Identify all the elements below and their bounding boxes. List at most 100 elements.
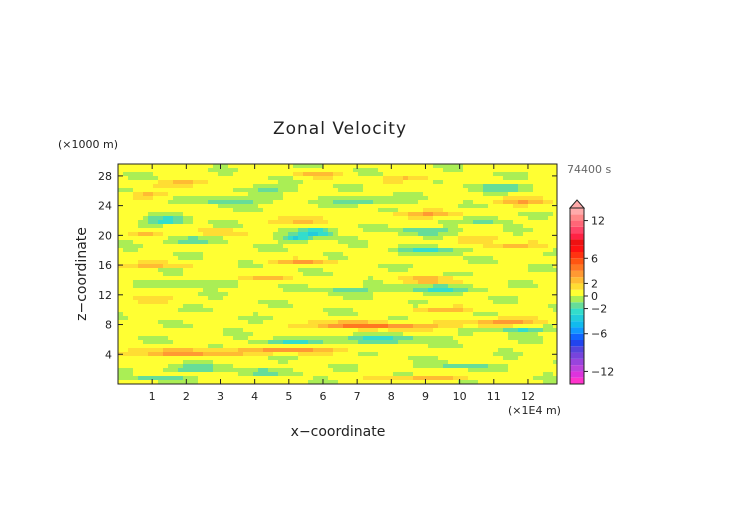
field-cell [493,272,499,277]
field-cell [238,192,244,197]
field-cell [283,248,289,253]
field-cell [433,248,439,253]
field-cell [238,380,244,384]
field-cell [293,164,299,169]
field-cell [413,312,419,317]
field-cell [513,312,519,317]
field-cell [373,344,379,349]
field-cell [548,324,554,329]
field-cell [228,180,234,185]
field-cell [508,372,514,377]
field-cell [333,336,339,341]
field-cell [453,240,459,245]
field-cell [533,200,539,205]
field-cell [423,332,429,337]
field-cell [228,172,234,177]
field-cell [468,380,474,384]
field-cell [463,292,469,297]
field-cell [458,228,464,233]
field-cell [203,360,209,365]
field-cell [463,176,469,181]
field-cell [458,212,464,217]
field-cell [293,260,299,265]
field-cell [128,276,134,281]
field-cell [213,192,219,197]
field-cell [398,336,404,341]
field-cell [508,332,514,337]
field-cell [273,280,279,285]
field-cell [428,368,434,373]
field-cell [293,252,299,257]
field-cell [288,180,294,185]
field-cell [413,248,419,253]
field-cell [253,208,259,213]
field-cell [358,328,364,333]
field-cell [313,200,319,205]
field-cell [538,284,544,289]
field-cell [478,196,484,201]
field-cell [443,260,449,265]
field-cell [248,320,254,325]
field-cell [393,308,399,313]
field-cell [198,336,204,341]
field-cell [518,284,524,289]
field-cell [308,200,314,205]
field-cell [418,192,424,197]
field-cell [143,192,149,197]
field-cell [203,340,209,345]
field-cell [138,356,144,361]
field-cell [178,212,184,217]
field-cell [533,196,539,201]
field-cell [168,268,174,273]
field-cell [278,372,284,377]
field-cell [298,256,304,261]
field-cell [123,208,129,213]
field-cell [173,364,179,369]
field-cell [308,288,314,293]
field-cell [178,352,184,357]
field-cell [303,180,309,185]
field-cell [203,288,209,293]
field-cell [323,220,329,225]
field-cell [328,340,334,345]
field-cell [133,188,139,193]
field-cell [248,264,254,269]
field-cell [223,368,229,373]
field-cell [493,276,499,281]
field-cell [428,292,434,297]
field-cell [273,212,279,217]
field-cell [168,208,174,213]
field-cell [158,184,164,189]
field-cell [203,172,209,177]
field-cell [238,336,244,341]
field-cell [458,304,464,309]
field-cell [553,332,557,337]
field-cell [203,324,209,329]
field-cell [253,180,259,185]
field-cell [223,256,229,261]
field-cell [173,228,179,233]
field-cell [343,164,349,169]
field-cell [263,332,269,337]
field-cell [288,360,294,365]
field-cell [338,296,344,301]
field-cell [368,312,374,317]
field-cell [218,272,224,277]
field-cell [173,236,179,241]
field-cell [288,364,294,369]
field-cell [468,264,474,269]
field-cell [428,372,434,377]
field-cell [358,192,364,197]
field-cell [303,368,309,373]
field-cell [148,276,154,281]
field-cell [548,188,554,193]
field-cell [353,208,359,213]
field-cell [163,216,169,221]
field-cell [498,352,504,357]
field-cell [318,376,324,381]
field-cell [548,200,554,205]
field-cell [523,312,529,317]
field-cell [298,172,304,177]
field-cell [548,288,554,293]
field-cell [488,268,494,273]
